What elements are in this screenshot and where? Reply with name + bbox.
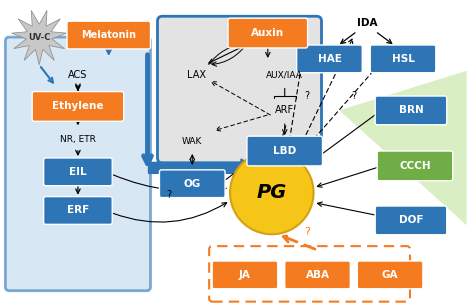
Text: ARF: ARF: [275, 105, 294, 115]
Text: Auxin: Auxin: [251, 28, 284, 38]
Text: BRN: BRN: [399, 105, 423, 115]
FancyBboxPatch shape: [44, 196, 112, 224]
Text: ?: ?: [352, 91, 357, 102]
Text: GA: GA: [382, 270, 398, 280]
FancyBboxPatch shape: [375, 206, 447, 235]
Text: LAX: LAX: [187, 70, 206, 80]
Text: EIL: EIL: [69, 167, 87, 177]
FancyBboxPatch shape: [157, 16, 321, 163]
FancyBboxPatch shape: [370, 45, 436, 73]
Polygon shape: [339, 71, 466, 225]
Text: OG: OG: [183, 179, 201, 189]
Text: ERF: ERF: [67, 205, 89, 215]
FancyBboxPatch shape: [5, 37, 151, 291]
Text: JA: JA: [239, 270, 251, 280]
Text: Ethylene: Ethylene: [52, 101, 104, 111]
Text: LBD: LBD: [273, 146, 296, 156]
Text: HAE: HAE: [318, 54, 341, 64]
Text: HSL: HSL: [392, 54, 414, 64]
FancyArrow shape: [148, 159, 256, 177]
Text: CCCH: CCCH: [399, 161, 431, 171]
FancyBboxPatch shape: [159, 170, 225, 198]
Text: ?: ?: [304, 91, 309, 102]
FancyBboxPatch shape: [285, 261, 350, 289]
Text: PG: PG: [256, 183, 287, 202]
FancyBboxPatch shape: [67, 21, 151, 49]
FancyBboxPatch shape: [377, 151, 453, 181]
FancyBboxPatch shape: [32, 91, 124, 121]
Text: DOF: DOF: [399, 215, 423, 226]
FancyBboxPatch shape: [228, 18, 308, 48]
FancyBboxPatch shape: [212, 261, 278, 289]
Text: NR, ETR: NR, ETR: [60, 135, 96, 144]
FancyBboxPatch shape: [357, 261, 423, 289]
Text: ?: ?: [305, 227, 310, 237]
Text: AUX/IAA: AUX/IAA: [266, 70, 303, 79]
FancyBboxPatch shape: [297, 45, 362, 73]
Text: ABA: ABA: [306, 270, 329, 280]
FancyBboxPatch shape: [247, 136, 322, 166]
Circle shape: [230, 151, 313, 234]
Text: ?: ?: [166, 190, 171, 200]
Text: IDA: IDA: [357, 18, 377, 28]
Text: Melatonin: Melatonin: [81, 30, 136, 40]
Text: WAK: WAK: [182, 136, 202, 146]
Text: ACS: ACS: [68, 70, 88, 80]
FancyBboxPatch shape: [375, 96, 447, 125]
Text: UV-C: UV-C: [28, 32, 50, 42]
FancyBboxPatch shape: [44, 158, 112, 186]
Polygon shape: [12, 10, 67, 65]
